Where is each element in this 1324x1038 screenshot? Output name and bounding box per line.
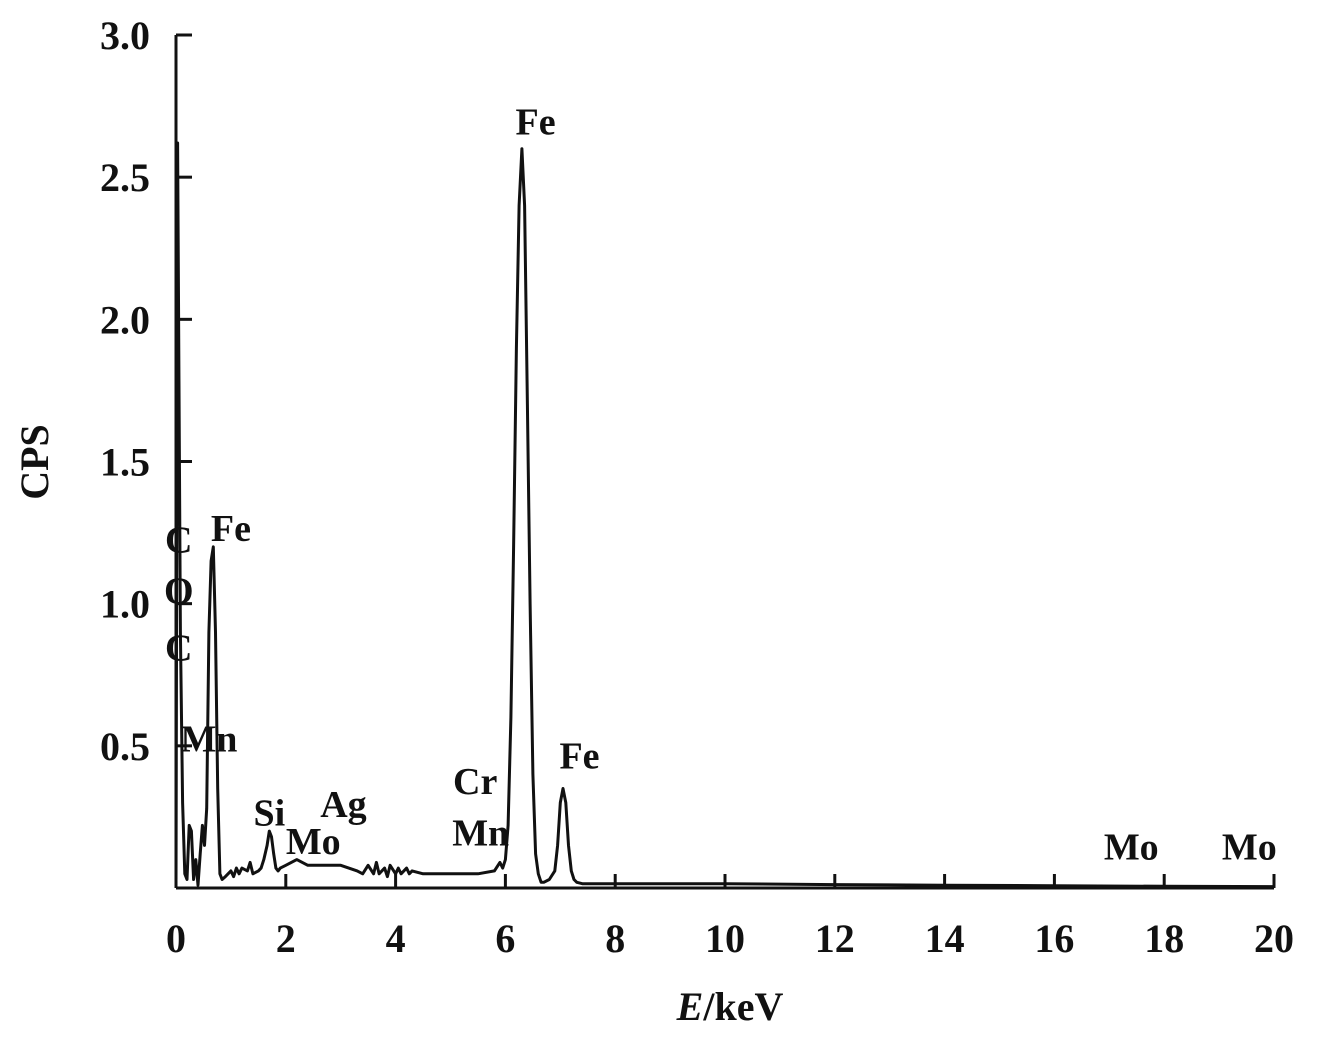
y-axis-label: CPS <box>12 424 57 500</box>
x-tick-label: 8 <box>605 916 625 961</box>
peak-label: Fe <box>516 102 556 144</box>
x-tick-label: 0 <box>166 916 186 961</box>
y-tick-label: 0.5 <box>100 724 150 769</box>
x-tick-label: 10 <box>705 916 745 961</box>
x-tick-label: 18 <box>1144 916 1184 961</box>
peak-label: Mo <box>286 821 341 863</box>
peak-label: Mn <box>180 719 237 761</box>
peak-label: Cr <box>453 761 497 803</box>
spectrum-line <box>174 141 1275 889</box>
x-ticks: 0 2 4 6 8 10 12 14 16 18 20 <box>166 874 1294 961</box>
x-axis-label-unit: /keV <box>702 984 783 1029</box>
x-tick-label: 6 <box>495 916 515 961</box>
x-tick-label: 16 <box>1034 916 1074 961</box>
y-tick-label: 1.5 <box>100 440 150 485</box>
peak-label: Mo <box>1222 827 1277 869</box>
peak-label: Fe <box>211 508 251 550</box>
x-axis-label: E/keV <box>676 984 784 1029</box>
peak-label: O <box>164 571 194 613</box>
x-tick-label: 20 <box>1254 916 1294 961</box>
y-ticks: 0.5 1.0 1.5 2.0 2.5 3.0 <box>100 13 192 769</box>
peak-label: Si <box>253 792 285 834</box>
x-tick-label: 14 <box>925 916 965 961</box>
peak-label: C <box>165 519 192 561</box>
x-tick-label: 2 <box>276 916 296 961</box>
x-tick-label: 4 <box>386 916 406 961</box>
y-tick-label: 1.0 <box>100 582 150 627</box>
y-tick-label: 3.0 <box>100 13 150 58</box>
peak-label: Fe <box>559 736 599 778</box>
x-axis-label-italic: E <box>676 984 704 1029</box>
peak-label: Mn <box>452 812 509 854</box>
axes <box>174 35 1274 890</box>
peak-label: Mo <box>1104 827 1159 869</box>
x-tick-label: 12 <box>815 916 855 961</box>
peak-label: C <box>165 628 192 670</box>
peak-label: Ag <box>320 784 366 826</box>
y-tick-label: 2.0 <box>100 297 150 342</box>
y-tick-label: 2.5 <box>100 155 150 200</box>
